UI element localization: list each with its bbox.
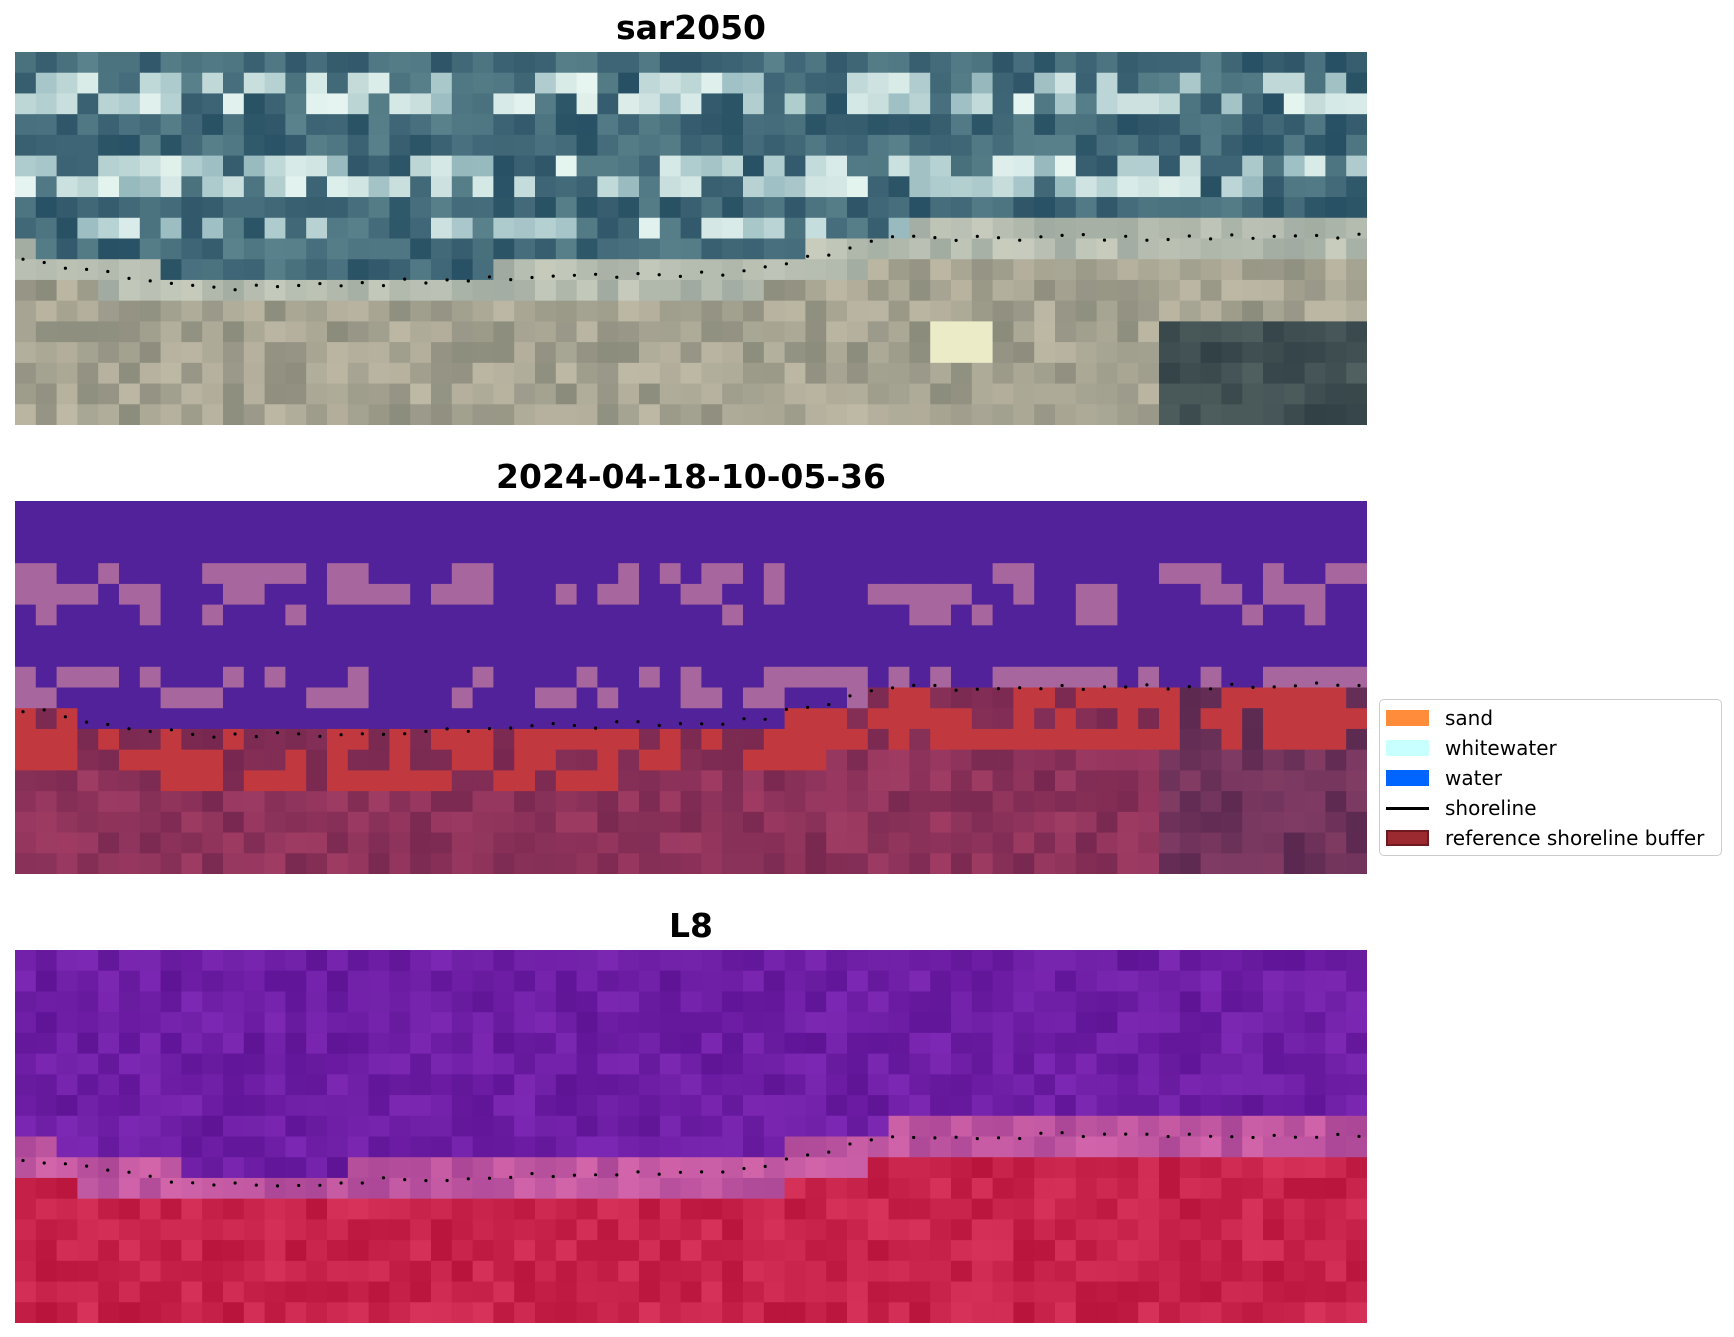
legend-label-sand: sand [1445,706,1494,730]
legend-label-water: water [1445,766,1502,790]
legend-item-whitewater: whitewater [1386,735,1557,761]
legend-label-shoreline: shoreline [1445,796,1537,820]
legend-label-whitewater: whitewater [1445,736,1557,760]
shoreline-line-swatch [1386,806,1429,810]
buffer-swatch [1386,830,1429,846]
panel-title-classified: 2024-04-18-10-05-36 [496,457,886,496]
legend-item-shoreline: shoreline [1386,795,1537,821]
water-swatch [1386,770,1429,786]
panel-title-sar2050: sar2050 [615,8,767,47]
rgb-image-panel [15,52,1367,425]
legend-item-water: water [1386,765,1502,791]
legend-item-sand: sand [1386,705,1493,731]
shoreline-points [21,1131,1361,1188]
shoreline-points [21,232,1361,292]
falsecolor-image-panel [15,950,1367,1323]
shoreline-points [21,681,1361,739]
legend: sand whitewater water shoreline referenc… [1379,699,1722,856]
legend-label-buffer: reference shoreline buffer [1445,826,1705,850]
whitewater-swatch [1386,740,1429,756]
legend-item-buffer: reference shoreline buffer [1386,825,1704,851]
panel-title-l8: L8 [669,906,713,945]
sand-swatch [1386,710,1429,726]
classified-image-panel [15,501,1367,874]
